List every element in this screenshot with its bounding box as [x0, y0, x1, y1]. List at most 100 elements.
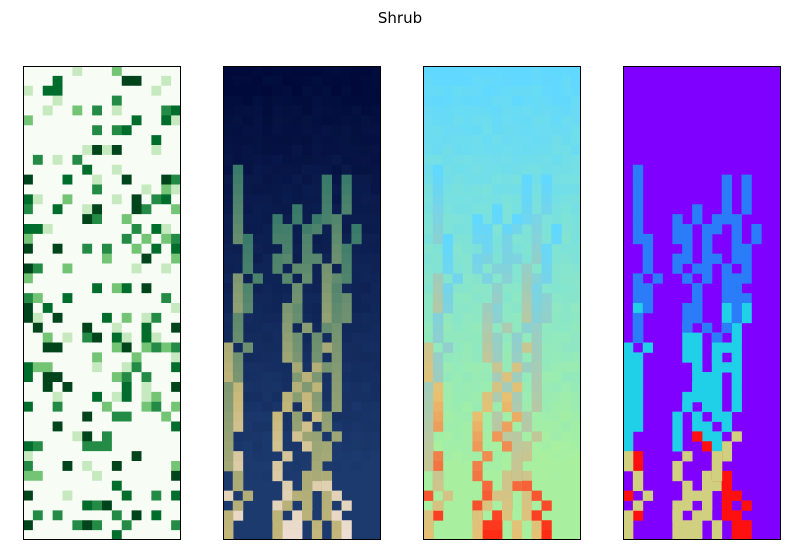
field-cell [702, 214, 713, 225]
field-cell [662, 145, 673, 156]
field-cell [423, 184, 434, 195]
field-cell [511, 115, 523, 126]
field-cell [521, 382, 533, 393]
flow-path-cell [331, 243, 342, 255]
field-cell [541, 451, 552, 462]
cover-cell [52, 500, 63, 511]
flow-path-cell [531, 283, 542, 294]
cover-cell [72, 95, 83, 106]
field-cell [623, 85, 634, 97]
cover-cell [42, 233, 54, 245]
cover-cell [32, 184, 44, 195]
field-cell [252, 312, 263, 324]
flow-path-cell [711, 441, 723, 452]
field-cell [252, 204, 263, 215]
flow-path-cell [232, 391, 244, 403]
field-cell [331, 154, 342, 166]
flow-path-cell [472, 441, 483, 452]
cover-cell [72, 352, 83, 363]
field-cell [371, 145, 381, 156]
field-cell [272, 401, 283, 413]
flow-path-cell [232, 470, 244, 482]
cover-cell [131, 214, 142, 225]
field-cell [232, 95, 244, 106]
field-cell [341, 441, 352, 452]
cover-cell [171, 431, 181, 442]
field-cell [371, 303, 381, 314]
flow-path-cell [492, 352, 503, 363]
cover-cell [72, 411, 83, 422]
field-cell [232, 125, 244, 136]
cover-cell [23, 145, 34, 156]
cover-cell [161, 480, 172, 492]
field-cell [702, 342, 713, 353]
field-cell [551, 332, 562, 343]
field-cell [761, 135, 772, 146]
cover-cell [161, 115, 172, 126]
cover-cell [62, 253, 73, 264]
flow-path-cell [672, 441, 683, 452]
flow-path-cell [502, 431, 513, 442]
cover-cell [171, 105, 181, 116]
flow-path-cell [292, 421, 303, 432]
field-cell [262, 164, 273, 176]
field-cell [652, 480, 663, 492]
field-cell [442, 382, 454, 393]
field-cell [341, 145, 352, 156]
cover-cell [62, 145, 73, 156]
cover-cell [171, 530, 181, 540]
field-cell [361, 174, 372, 185]
cover-cell [82, 490, 93, 501]
field-cell [482, 293, 493, 304]
cover-cell [111, 421, 123, 432]
field-cell [452, 174, 463, 185]
field-cell [341, 224, 352, 235]
field-cell [652, 322, 663, 334]
field-cell [551, 421, 562, 432]
flow-path-cell [721, 174, 733, 185]
cover-cell [151, 520, 162, 531]
cover-cell [42, 105, 54, 116]
rainbow-light-flow-image [423, 66, 581, 540]
field-cell [452, 154, 463, 166]
field-cell [282, 135, 293, 146]
flow-path-cell [623, 441, 634, 452]
flow-path-cell [731, 332, 742, 343]
field-cell [741, 431, 752, 442]
cover-cell [102, 105, 113, 116]
field-cell [371, 135, 381, 146]
cover-cell [141, 154, 152, 166]
flow-path-cell [502, 391, 513, 403]
cover-cell [62, 224, 73, 235]
field-cell [341, 164, 352, 176]
flow-path-cell [321, 362, 333, 373]
flow-path-cell [302, 243, 313, 255]
field-cell [351, 431, 362, 442]
flow-path-cell [432, 470, 444, 482]
field-cell [571, 75, 581, 87]
field-cell [623, 233, 634, 245]
field-cell [272, 204, 283, 215]
field-cell [242, 372, 254, 383]
field-cell [531, 451, 542, 462]
cover-cell [131, 520, 142, 531]
field-cell [541, 164, 552, 176]
flow-path-cell [282, 224, 293, 235]
field-cell [262, 174, 273, 185]
field-cell [472, 303, 483, 314]
flow-path-cell [321, 263, 333, 274]
flow-path-cell [331, 520, 342, 531]
field-cell [642, 451, 654, 462]
field-cell [232, 431, 244, 442]
flow-path-cell [272, 470, 283, 482]
cover-cell [23, 312, 34, 324]
field-cell [371, 510, 381, 521]
flow-path-cell [432, 164, 444, 176]
field-cell [351, 125, 362, 136]
cover-cell [141, 174, 152, 185]
field-cell [721, 105, 733, 116]
flow-path-cell [531, 224, 542, 235]
cover-cell [32, 461, 44, 472]
flow-path-cell [282, 451, 293, 462]
cover-cell [72, 66, 83, 77]
